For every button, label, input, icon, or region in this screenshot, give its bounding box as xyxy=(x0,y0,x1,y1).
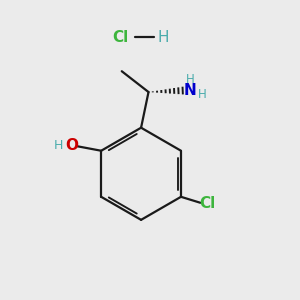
Text: H: H xyxy=(53,139,63,152)
Text: N: N xyxy=(184,83,196,98)
Text: H: H xyxy=(158,30,169,45)
Text: H: H xyxy=(198,88,207,100)
Text: O: O xyxy=(65,138,78,153)
Text: Cl: Cl xyxy=(200,196,216,211)
Text: H: H xyxy=(186,73,195,86)
Text: Cl: Cl xyxy=(112,30,128,45)
